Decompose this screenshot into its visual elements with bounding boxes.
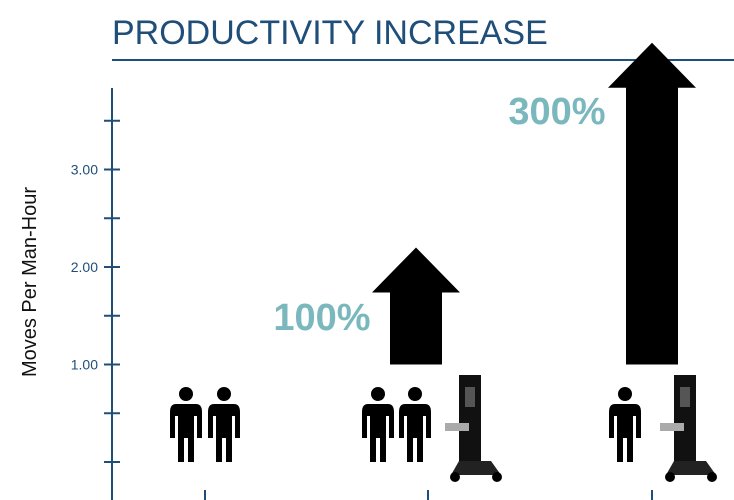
- y-tick-label: 3.00: [71, 162, 98, 178]
- arrow: [608, 43, 696, 365]
- person-body: [362, 404, 394, 462]
- person-icon: [362, 387, 394, 462]
- arrow-label: 100%: [273, 297, 370, 339]
- chart: PRODUCTIVITY INCREASE Moves Per Man-Hour…: [0, 0, 734, 500]
- lift-base: [451, 461, 501, 475]
- y-axis-label: Moves Per Man-Hour: [19, 187, 41, 377]
- lift-platform: [660, 423, 684, 431]
- lift-panel: [680, 387, 690, 407]
- person-head: [408, 387, 422, 401]
- lift-icon: [660, 375, 717, 482]
- lift-wheel: [707, 472, 717, 482]
- lift-wheel: [450, 472, 460, 482]
- arrow-label: 300%: [508, 91, 605, 133]
- person-head: [179, 387, 193, 401]
- arrow: [372, 248, 460, 365]
- y-tick-label: 2.00: [71, 259, 98, 275]
- person-icon: [609, 387, 641, 462]
- person-head: [618, 387, 632, 401]
- lift-wheel: [492, 472, 502, 482]
- y-tick-label: 1.00: [71, 357, 98, 373]
- person-body: [399, 404, 431, 462]
- chart-title: PRODUCTIVITY INCREASE: [112, 14, 548, 52]
- person-body: [208, 404, 240, 462]
- person-icon: [170, 387, 202, 462]
- lift-wheel: [665, 472, 675, 482]
- person-body: [170, 404, 202, 462]
- lift-panel: [465, 387, 475, 407]
- lift-platform: [445, 423, 469, 431]
- lift-icon: [445, 375, 502, 482]
- lift-base: [666, 461, 716, 475]
- person-icon: [208, 387, 240, 462]
- person-head: [371, 387, 385, 401]
- x-ticks: [205, 490, 652, 500]
- person-icon: [399, 387, 431, 462]
- person-head: [217, 387, 231, 401]
- person-body: [609, 404, 641, 462]
